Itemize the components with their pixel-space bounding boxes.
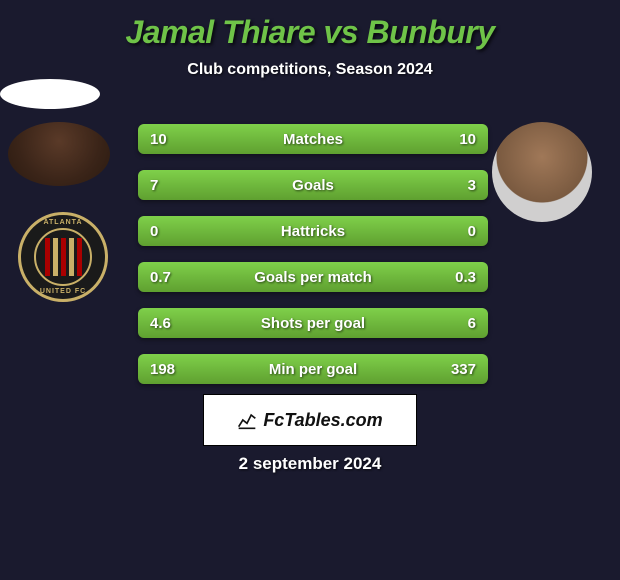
stat-right-value: 0 [426,223,476,240]
club-badge-right [0,79,100,109]
stat-label: Min per goal [200,361,426,378]
page-title: Jamal Thiare vs Bunbury [0,0,620,51]
stat-left-value: 7 [150,177,200,194]
stat-right-value: 337 [426,361,476,378]
stat-left-value: 198 [150,361,200,378]
date-label: 2 september 2024 [0,454,620,474]
stat-label: Hattricks [200,223,426,240]
source-label: FcTables.com [263,410,382,431]
stat-right-value: 10 [426,131,476,148]
stat-row: 10Matches10 [138,124,488,154]
stat-row: 7Goals3 [138,170,488,200]
stat-row: 0.7Goals per match0.3 [138,262,488,292]
source-link[interactable]: FcTables.com [203,394,417,446]
club-badge-left: ATLANTA UNITED FC [18,212,118,302]
stat-left-value: 0 [150,223,200,240]
stat-label: Matches [200,131,426,148]
player-left-avatar [8,122,110,186]
stat-right-value: 0.3 [426,269,476,286]
stat-label: Goals [200,177,426,194]
stat-label: Shots per goal [200,315,426,332]
stat-label: Goals per match [200,269,426,286]
stats-table: 10Matches10 7Goals3 0Hattricks0 0.7Goals pe… [138,124,488,400]
player-right-avatar [492,122,592,222]
stat-left-value: 10 [150,131,200,148]
subtitle: Club competitions, Season 2024 [0,61,620,79]
stat-left-value: 4.6 [150,315,200,332]
stat-row: 198Min per goal337 [138,354,488,384]
stat-row: 0Hattricks0 [138,216,488,246]
chart-icon [237,410,257,430]
stat-right-value: 6 [426,315,476,332]
stat-right-value: 3 [426,177,476,194]
stat-left-value: 0.7 [150,269,200,286]
stat-row: 4.6Shots per goal6 [138,308,488,338]
